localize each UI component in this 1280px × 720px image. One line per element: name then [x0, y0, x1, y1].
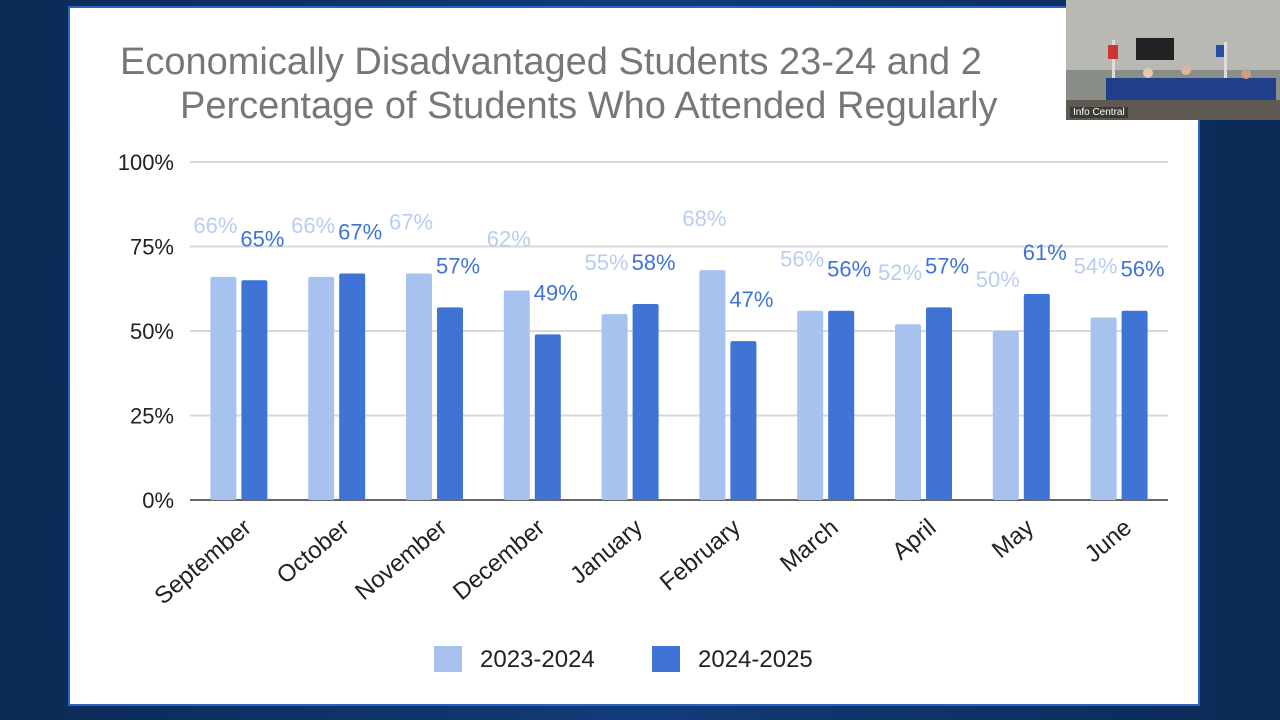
meeting-room-image: [1066, 0, 1280, 120]
bar: [1090, 317, 1117, 500]
data-label: 55%: [585, 250, 629, 275]
bar: [601, 314, 628, 500]
y-tick-label: 25%: [130, 404, 174, 429]
data-label: 61%: [1023, 240, 1067, 265]
bar: [241, 280, 268, 500]
x-tick-label: June: [1080, 514, 1137, 568]
y-tick-label: 75%: [130, 235, 174, 260]
y-tick-label: 0%: [142, 488, 174, 513]
data-label: 58%: [632, 250, 676, 275]
bar: [406, 273, 432, 500]
data-label: 54%: [1074, 253, 1118, 278]
bar: [534, 334, 561, 500]
chart-title-line2: Percentage of Students Who Attended Regu…: [180, 85, 998, 127]
bar: [632, 303, 659, 500]
data-label: 66%: [193, 213, 237, 238]
legend-swatch: [652, 646, 680, 672]
x-tick-label: December: [448, 514, 550, 606]
data-label: 52%: [878, 260, 922, 285]
data-label: 57%: [436, 253, 480, 278]
data-label: 50%: [976, 267, 1020, 292]
bar: [730, 341, 757, 500]
data-label: 67%: [338, 220, 382, 245]
x-tick-label: May: [987, 514, 1039, 564]
x-tick-label: November: [350, 514, 452, 606]
x-tick-label: April: [887, 514, 941, 566]
data-label: 56%: [1121, 257, 1165, 282]
data-label: 47%: [729, 287, 773, 312]
video-thumbnail[interactable]: Info Central: [1066, 0, 1280, 120]
x-tick-label: March: [775, 514, 843, 578]
y-tick-label: 100%: [118, 150, 174, 175]
chart: Economically Disadvantaged Students 23-2…: [118, 41, 1168, 673]
data-label: 66%: [291, 213, 335, 238]
bar: [926, 307, 952, 500]
x-tick-label: February: [655, 514, 746, 596]
bar: [797, 310, 824, 500]
bars: [210, 270, 1148, 500]
slide: Economically Disadvantaged Students 23-2…: [68, 6, 1200, 706]
participant-name: Info Central: [1070, 107, 1128, 118]
bar: [437, 307, 463, 500]
data-label: 65%: [240, 226, 284, 251]
legend: 2023-2024 2024-2025: [434, 646, 813, 673]
bar: [339, 273, 366, 500]
bar: [503, 290, 530, 500]
data-label: 68%: [682, 206, 726, 231]
bar: [699, 270, 726, 500]
bar: [1121, 310, 1148, 500]
legend-label: 2024-2025: [698, 646, 813, 673]
bar: [210, 276, 237, 500]
y-tick-label: 50%: [130, 319, 174, 344]
gridlines: 0% 25% 50% 75% 100%: [118, 150, 1168, 513]
bar: [992, 331, 1019, 500]
zoom-watermark: zoom: [1095, 640, 1191, 682]
data-label: 67%: [389, 210, 433, 235]
data-label: 49%: [534, 280, 578, 305]
data-label: 56%: [780, 247, 824, 272]
x-tick-label: September: [149, 514, 256, 610]
data-label: 62%: [487, 226, 531, 251]
data-labels: 66%65%66% 67% 67%57%62%49%55% 58%68%47%56% 5…: [193, 206, 1164, 312]
bar: [1023, 293, 1050, 500]
bar: [828, 310, 855, 500]
data-label: 57%: [925, 253, 969, 278]
data-label: 56%: [827, 257, 871, 282]
x-tick-label: October: [272, 514, 355, 590]
legend-swatch: [434, 646, 462, 672]
x-tick-label: January: [565, 514, 648, 590]
legend-label: 2023-2024: [480, 646, 595, 673]
chart-title-line1: Economically Disadvantaged Students 23-2…: [120, 41, 982, 83]
bar: [895, 324, 921, 500]
bar: [308, 276, 335, 500]
